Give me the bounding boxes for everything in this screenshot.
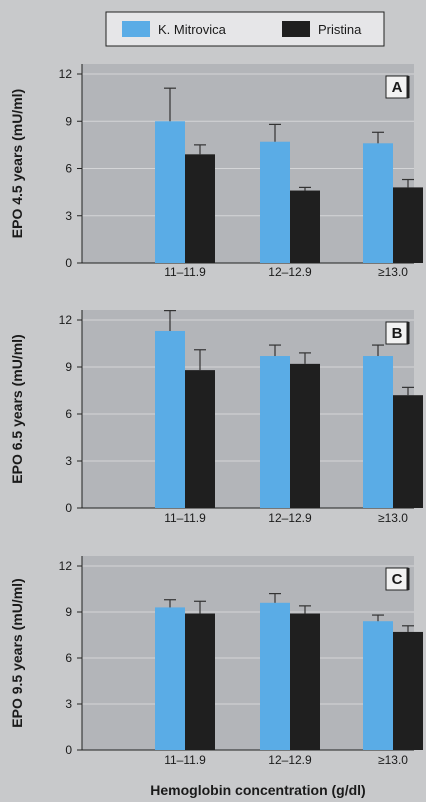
y-axis-label: EPO 4.5 years (mU/ml) [9, 89, 25, 238]
x-tick-label: 12–12.9 [268, 511, 312, 525]
bar [363, 621, 393, 750]
legend-swatch-kmitrovica [122, 21, 150, 37]
x-tick-label: 11–11.9 [164, 511, 206, 525]
bar [260, 356, 290, 508]
bar [185, 613, 215, 750]
legend: K. Mitrovica Pristina [105, 11, 385, 47]
bar [260, 141, 290, 263]
bar [155, 607, 185, 750]
panel-letter: C [392, 571, 403, 588]
y-tick-label: 3 [65, 209, 72, 223]
panel-a: 0 3 6 9 12 11–11.9 12–12.9 ≥13.0 EPO 4.5 years (… [9, 64, 423, 279]
y-tick-label: 6 [65, 162, 72, 176]
bar [393, 631, 423, 750]
bar [185, 154, 215, 263]
bar [155, 330, 185, 508]
y-tick-label: 3 [65, 697, 72, 711]
x-tick-label: 12–12.9 [268, 265, 312, 279]
legend-box [105, 11, 385, 47]
x-tick-label: ≥13.0 [378, 265, 408, 279]
legend-label-pristina: Pristina [318, 22, 362, 37]
panel-b: 0 3 6 9 12 11–11.9 12–12.9 ≥13.0 EPO 6.5 years (… [9, 310, 423, 525]
plot-background [82, 64, 414, 263]
bar [393, 395, 423, 508]
plot-background [82, 310, 414, 508]
bar [260, 602, 290, 750]
bar [290, 613, 320, 750]
bar [290, 363, 320, 508]
y-tick-label: 9 [65, 114, 72, 128]
y-tick-label: 6 [65, 651, 72, 665]
x-tick-label: 11–11.9 [164, 753, 206, 767]
legend-swatch-pristina [282, 21, 310, 37]
panel-c: 0 3 6 9 12 11–11.9 12–12.9 ≥13.0 EPO 9.5 years (… [9, 556, 423, 767]
y-tick-label: 9 [65, 360, 72, 374]
x-tick-label: 11–11.9 [164, 265, 206, 279]
bar [393, 187, 423, 263]
y-axis-label: EPO 9.5 years (mU/ml) [9, 578, 25, 727]
plot-background [82, 556, 414, 750]
x-tick-label: 12–12.9 [268, 753, 312, 767]
y-tick-label: 12 [59, 313, 73, 327]
y-tick-label: 12 [59, 67, 73, 81]
panel-letter: A [392, 79, 403, 96]
y-axis-label: EPO 6.5 years (mU/ml) [9, 334, 25, 483]
x-axis-label: Hemoglobin concentration (g/dl) [150, 782, 365, 798]
x-tick-label: ≥13.0 [378, 753, 408, 767]
x-tick-label: ≥13.0 [378, 511, 408, 525]
y-tick-label: 0 [65, 501, 72, 515]
y-tick-label: 12 [59, 559, 73, 573]
bar [363, 143, 393, 263]
bar [155, 121, 185, 263]
bar [363, 356, 393, 508]
y-tick-label: 3 [65, 454, 72, 468]
y-tick-label: 0 [65, 256, 72, 270]
y-tick-label: 0 [65, 743, 72, 757]
panel-letter: B [392, 325, 403, 342]
y-tick-label: 9 [65, 605, 72, 619]
bar [290, 190, 320, 263]
y-tick-label: 6 [65, 407, 72, 421]
bar [185, 370, 215, 508]
legend-label-kmitrovica: K. Mitrovica [158, 22, 227, 37]
